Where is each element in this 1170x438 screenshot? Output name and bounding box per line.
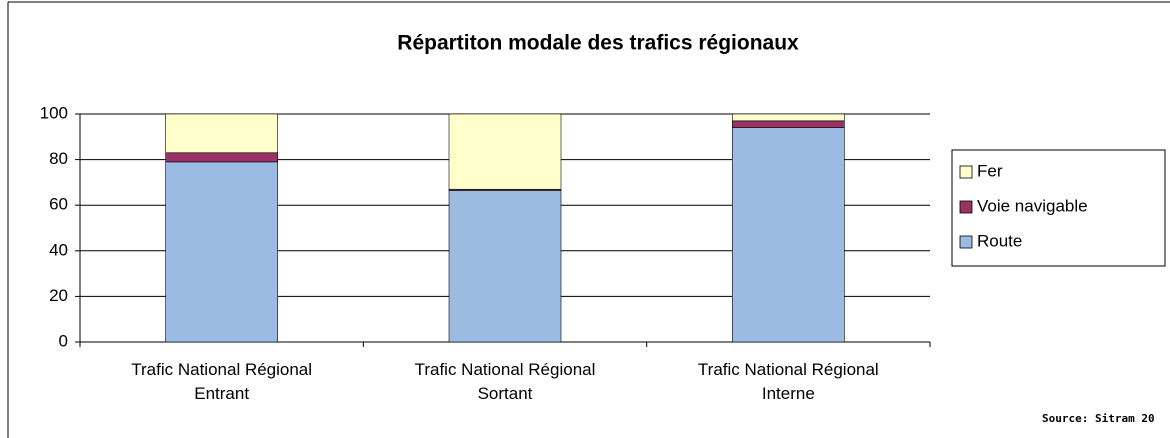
y-tick-label: 80 <box>49 149 68 168</box>
legend-swatch <box>959 165 973 179</box>
legend-label: Voie navigable <box>977 196 1088 215</box>
bar-segment <box>165 113 278 154</box>
bar-segment <box>732 127 845 343</box>
bar-segment <box>448 113 562 190</box>
bar-segment <box>448 190 562 343</box>
x-tick-label: Trafic National Régional Sortant <box>414 360 596 403</box>
legend-label: Route <box>977 231 1022 250</box>
y-tick-label: 0 <box>59 331 68 350</box>
bar-segment <box>732 113 845 122</box>
source: Source: Sitram 20 <box>1042 412 1155 425</box>
y-tick-label: 60 <box>49 195 68 214</box>
y-tick-label: 40 <box>49 240 68 259</box>
legend-label: Fer <box>977 161 1003 180</box>
x-tick-label: Trafic National Régional Interne <box>697 360 879 403</box>
legend-swatch <box>959 200 973 214</box>
chart-title: Répartiton modale des trafics régionaux <box>397 32 799 55</box>
x-tick-label: Trafic National Régional Entrant <box>131 360 313 403</box>
bar-segment <box>165 161 278 343</box>
y-tick-label: 20 <box>49 286 68 305</box>
y-tick-label: 100 <box>40 103 68 122</box>
legend-box <box>951 149 1166 267</box>
bar-segment <box>165 152 278 163</box>
bar-segment <box>732 120 845 128</box>
legend-swatch <box>959 235 973 249</box>
